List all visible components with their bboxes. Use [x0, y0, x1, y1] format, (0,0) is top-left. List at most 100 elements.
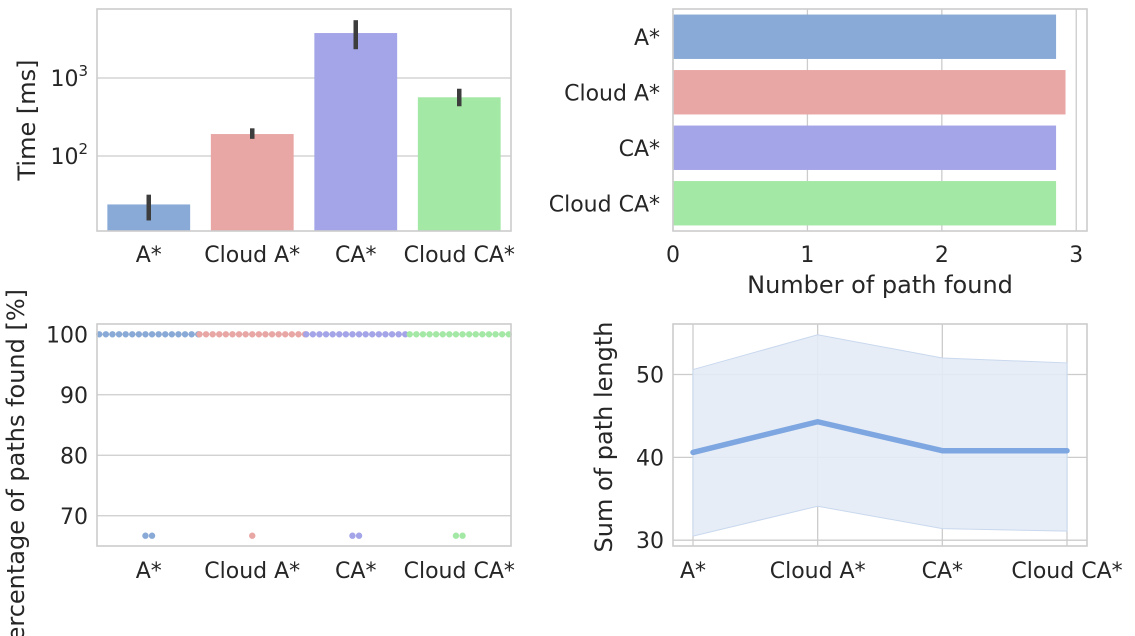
percentage-point	[479, 331, 486, 338]
time-xtick-label: A*	[136, 243, 162, 268]
percentage-xtick-label: A*	[136, 559, 162, 584]
percentage-point	[148, 532, 156, 539]
percentage-ytick-label: 100	[46, 323, 88, 348]
percentage-ytick-label: 70	[60, 505, 88, 530]
percentage-point	[395, 331, 402, 338]
percentage-point	[235, 331, 243, 338]
time-xtick-label: CA*	[335, 243, 376, 268]
path-length-line	[690, 418, 1070, 456]
percentage-point	[419, 331, 427, 338]
percentage-point	[188, 331, 195, 338]
percentage-point	[492, 331, 499, 338]
percentage-point	[459, 532, 466, 539]
percentage-point	[275, 331, 282, 338]
percentage-point	[369, 331, 376, 338]
paths-ytick-label: CA*	[619, 137, 660, 162]
percentage-ytick-label: 80	[60, 444, 88, 469]
time-y-axis-label: Time [ms]	[13, 60, 41, 182]
percentage-point	[413, 331, 420, 338]
percentage-point	[459, 331, 466, 338]
percentage-point	[329, 331, 336, 338]
percentage-xtick-label: CA*	[335, 559, 376, 584]
percentage-point	[242, 331, 249, 338]
percentage-point	[282, 331, 289, 338]
percentage-point	[452, 532, 460, 539]
path-length-ytick-label: 30	[636, 529, 664, 554]
paths-ytick-label: Cloud A*	[564, 81, 660, 106]
percentage-point	[452, 331, 460, 338]
percentage-point	[349, 532, 356, 539]
path-length-xtick-label: A*	[680, 559, 706, 584]
percentage-point	[142, 532, 149, 539]
percentage-point	[355, 331, 363, 338]
percentage-point	[222, 331, 230, 338]
paths-bar	[673, 70, 1066, 115]
time-bar	[210, 134, 294, 231]
percentage-point	[362, 331, 369, 338]
path-length-xtick-label: Cloud A*	[770, 559, 866, 584]
percentage-point	[316, 331, 323, 338]
percentage-point	[202, 331, 210, 338]
percentage-point	[249, 532, 256, 539]
path-length-ytick-label: 40	[636, 446, 664, 471]
percentage-point	[375, 331, 383, 338]
percentage-point	[209, 331, 216, 338]
percentage-chart-frame	[96, 323, 512, 547]
paths-chart-frame	[672, 8, 1088, 232]
percentage-y-axis-label: Percentage of paths found [%]	[2, 289, 30, 636]
time-ytick-label: 102	[50, 140, 88, 170]
paths-ytick-label: Cloud CA*	[549, 192, 660, 217]
path-length-line-chart: 30 40 50 A* Cloud A* CA* Cloud CA* Sum of pat…	[590, 322, 1123, 584]
percentage-point	[129, 331, 136, 338]
percentage-point	[498, 331, 506, 338]
percentage-point	[303, 331, 310, 338]
percentage-point	[388, 331, 396, 338]
percentage-xtick-label: Cloud A*	[204, 559, 300, 584]
percentage-point	[196, 331, 203, 338]
percentage-point	[249, 331, 256, 338]
percentage-point	[109, 331, 116, 338]
percentage-ytick-label: 90	[60, 384, 88, 409]
time-chart-frame	[96, 8, 512, 232]
percentage-point	[465, 331, 473, 338]
percentage-point	[355, 532, 363, 539]
percentage-point	[446, 331, 453, 338]
paths-xtick-label: 3	[1069, 243, 1083, 268]
paths-bar	[673, 125, 1057, 170]
percentage-point	[382, 331, 389, 338]
path-length-y-axis-label: Sum of path length	[590, 322, 618, 553]
path-length-chart-frame	[672, 323, 1088, 547]
percentage-point	[142, 331, 149, 338]
percentage-point	[135, 331, 143, 338]
percentage-point	[122, 331, 129, 338]
paths-xtick-label: 1	[800, 243, 814, 268]
percentage-point	[288, 331, 296, 338]
time-xtick-label: Cloud CA*	[404, 243, 515, 268]
time-bar	[417, 97, 501, 231]
percentage-point	[342, 331, 350, 338]
paths-ytick-label: A*	[634, 26, 660, 51]
percentage-point	[349, 331, 356, 338]
percentage-point	[255, 331, 263, 338]
percentage-xtick-label: Cloud CA*	[404, 559, 515, 584]
percentage-point	[162, 331, 169, 338]
percentage-point	[115, 331, 123, 338]
paths-bar	[673, 14, 1057, 59]
percentage-point	[439, 331, 446, 338]
percentage-point	[406, 331, 413, 338]
percentage-point	[102, 331, 110, 338]
paths-x-axis-label: Number of path found	[747, 271, 1013, 299]
percentage-point	[268, 331, 276, 338]
percentage-point	[472, 331, 479, 338]
percentage-point	[216, 331, 223, 338]
path-length-xtick-label: Cloud CA*	[1011, 559, 1122, 584]
paths-found-bar-chart: A* Cloud A* CA* Cloud CA* 0 1 2 3 Number of pa…	[549, 8, 1088, 299]
time-ytick-label: 103	[50, 62, 88, 92]
percentage-swarm-chart: 70 80 90 100 A* Cloud A* CA* Cloud CA* Percent…	[2, 289, 515, 636]
percentage-point	[175, 331, 182, 338]
percentage-point	[168, 331, 176, 338]
time-xtick-label: Cloud A*	[204, 243, 300, 268]
paths-xtick-label: 2	[935, 243, 949, 268]
time-bar-chart: 102 103 A* Cloud A* CA* Cloud CA* Time [ms]	[13, 8, 515, 268]
path-length-ytick-label: 50	[636, 364, 664, 389]
